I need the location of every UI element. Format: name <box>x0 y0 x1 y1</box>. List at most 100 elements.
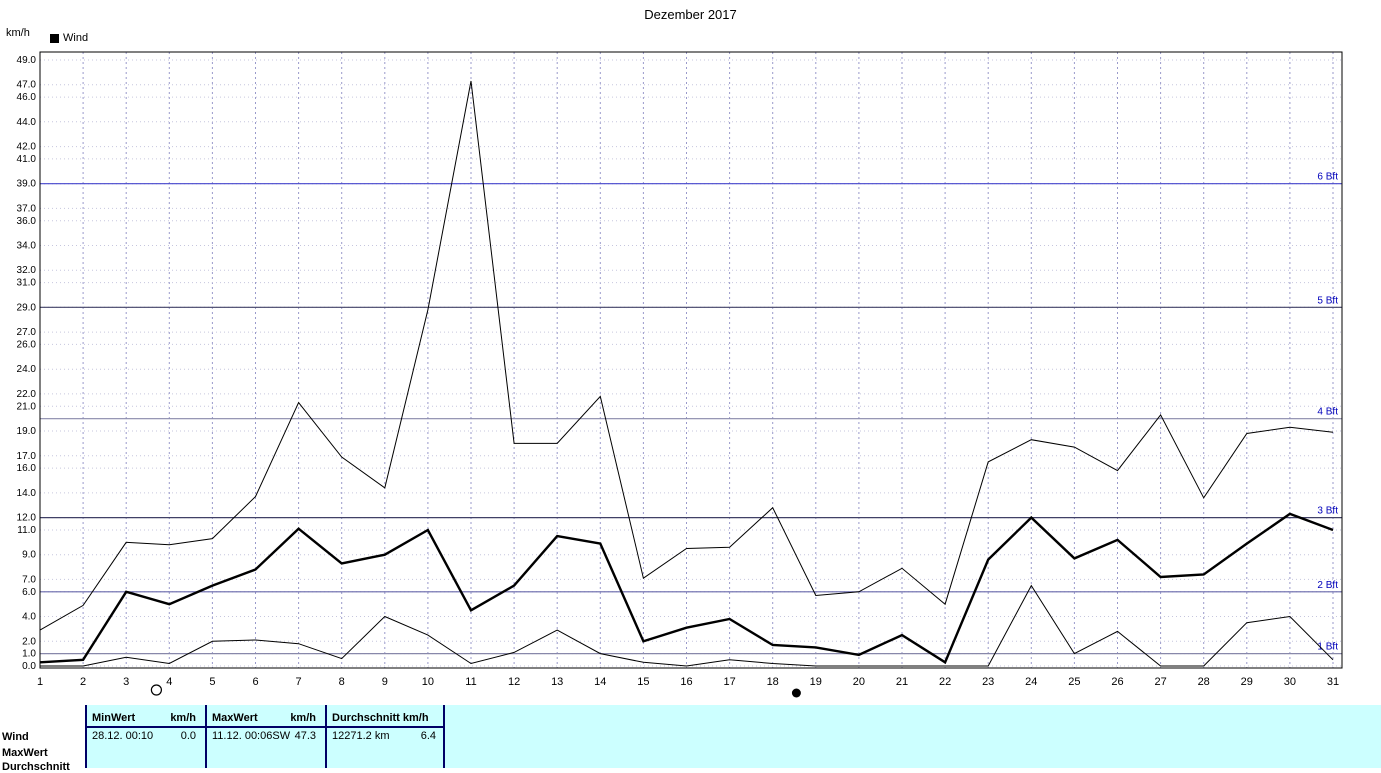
x-tick-label: 28 <box>1198 676 1210 688</box>
y-tick-label: 27.0 <box>17 327 37 338</box>
x-tick-label: 8 <box>339 676 345 688</box>
durchschnitt-header: Durchschnitt km/h <box>332 712 440 724</box>
stats-table: MinWert km/h MaxWert km/h Durchschnitt k… <box>0 705 1381 773</box>
y-axis-unit-label: km/h <box>6 27 30 39</box>
x-tick-label: 12 <box>508 676 520 688</box>
x-tick-label: 2 <box>80 676 86 688</box>
minwert-header-unit: km/h <box>170 712 196 724</box>
legend: Wind <box>50 32 88 44</box>
x-tick-label: 30 <box>1284 676 1296 688</box>
y-tick-label: 44.0 <box>17 117 37 128</box>
y-tick-label: 29.0 <box>17 302 37 313</box>
y-tick-label: 19.0 <box>17 426 37 437</box>
beaufort-label: 1 Bft <box>1317 642 1338 653</box>
x-tick-label: 1 <box>37 676 43 688</box>
y-tick-label: 9.0 <box>22 550 36 561</box>
wind-max-cell: 11.12. 00:06SW 47.3 <box>212 730 316 742</box>
beaufort-label: 3 Bft <box>1317 506 1338 517</box>
wind-series-min <box>40 584 1334 667</box>
x-tick-label: 14 <box>594 676 606 688</box>
full-moon-icon <box>150 684 162 696</box>
y-tick-label: 39.0 <box>17 179 37 190</box>
y-tick-label: 36.0 <box>17 216 37 227</box>
x-tick-label: 31 <box>1327 676 1339 688</box>
row-label-maxwert: MaxWert <box>2 747 48 759</box>
new-moon-icon <box>791 688 801 698</box>
y-tick-label: 0.0 <box>22 661 36 672</box>
x-tick-label: 17 <box>723 676 735 688</box>
x-tick-label: 9 <box>382 676 388 688</box>
y-tick-label: 31.0 <box>17 278 37 289</box>
x-tick-label: 11 <box>465 676 476 688</box>
minwert-header: MinWert km/h <box>92 712 196 724</box>
x-tick-label: 18 <box>767 676 779 688</box>
max-value: 47.3 <box>294 730 316 742</box>
beaufort-label: 5 Bft <box>1317 295 1338 306</box>
y-tick-label: 2.0 <box>22 636 36 647</box>
y-tick-label: 11.0 <box>17 525 36 536</box>
y-tick-label: 17.0 <box>17 451 37 462</box>
x-tick-label: 5 <box>209 676 215 688</box>
x-tick-label: 26 <box>1111 676 1123 688</box>
table-divider <box>85 705 87 768</box>
x-tick-label: 15 <box>637 676 649 688</box>
x-tick-label: 3 <box>123 676 129 688</box>
y-tick-label: 6.0 <box>22 587 36 598</box>
y-tick-label: 21.0 <box>17 401 37 412</box>
min-date: 28.12. 00:10 <box>92 730 154 742</box>
y-tick-label: 34.0 <box>17 241 37 252</box>
table-divider <box>205 705 207 768</box>
x-tick-label: 27 <box>1154 676 1166 688</box>
wind-series-mittel <box>39 512 1334 665</box>
row-label-durchschnitt: Durchschnitt <box>2 761 70 773</box>
wind-series-swatch-icon <box>50 33 59 43</box>
max-date: 11.12. 00:06 <box>212 730 273 742</box>
y-tick-label: 47.0 <box>17 80 37 91</box>
y-tick-label: 22.0 <box>17 389 37 400</box>
y-tick-label: 41.0 <box>17 154 37 165</box>
y-tick-label: 49.0 <box>17 55 37 66</box>
minwert-header-title: MinWert <box>92 712 136 724</box>
y-tick-label: 4.0 <box>22 612 36 623</box>
row-label-wind: Wind <box>2 731 29 743</box>
x-tick-label: 7 <box>296 676 302 688</box>
y-tick-label: 26.0 <box>17 339 37 350</box>
x-tick-label: 23 <box>982 676 994 688</box>
y-tick-label: 7.0 <box>22 574 36 585</box>
x-tick-label: 19 <box>810 676 822 688</box>
table-divider <box>325 705 327 768</box>
x-tick-label: 20 <box>853 676 865 688</box>
x-tick-label: 22 <box>939 676 951 688</box>
maxwert-header-unit: km/h <box>290 712 316 724</box>
y-tick-label: 12.0 <box>17 513 37 524</box>
x-tick-label: 4 <box>166 676 172 688</box>
x-tick-label: 21 <box>896 676 908 688</box>
avg-value: 6.4 <box>420 730 436 742</box>
x-tick-label: 10 <box>422 676 434 688</box>
legend-label: Wind <box>63 32 89 44</box>
max-direction: SW <box>272 730 291 742</box>
y-tick-label: 37.0 <box>17 203 37 214</box>
maxwert-header: MaxWert km/h <box>212 712 316 724</box>
y-tick-label: 42.0 <box>17 142 37 153</box>
durchschnitt-header-title: Durchschnitt km/h <box>332 712 429 724</box>
wind-min-cell: 28.12. 00:10 0.0 <box>92 730 196 742</box>
y-tick-label: 1.0 <box>22 649 36 660</box>
beaufort-label: 4 Bft <box>1317 407 1338 418</box>
wind-chart: 1 Bft 2 Bft 3 Bft 4 Bft 5 Bft 6 Bft 0.01.0 2.0 4… <box>17 51 1343 698</box>
x-tick-label: 24 <box>1025 676 1037 688</box>
plot-border <box>39 51 1343 669</box>
x-tick-label: 29 <box>1241 676 1253 688</box>
avg-total: 12271.2 km <box>332 730 390 742</box>
x-tick-label: 6 <box>252 676 258 688</box>
table-divider <box>443 705 445 768</box>
min-value: 0.0 <box>180 730 196 742</box>
stats-background <box>85 705 1381 768</box>
maxwert-header-title: MaxWert <box>212 712 258 724</box>
wind-series-max <box>39 80 1334 631</box>
x-tick-label: 25 <box>1068 676 1080 688</box>
wind-avg-cell: 12271.2 km 6.4 <box>332 730 436 742</box>
y-tick-label: 14.0 <box>17 488 37 499</box>
beaufort-label: 2 Bft <box>1317 580 1338 591</box>
beaufort-label: 6 Bft <box>1317 172 1338 183</box>
